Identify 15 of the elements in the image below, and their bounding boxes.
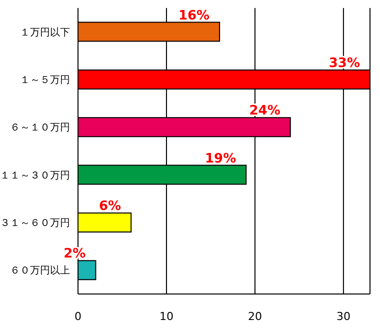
y-tick-label: １万円以下 (20, 26, 70, 38)
bar (78, 212, 132, 232)
y-tick-label: ３１～６０万円 (0, 218, 70, 230)
x-tick-label: 10 (159, 310, 174, 323)
bar (78, 260, 96, 280)
y-tick-label: ６０万円以上 (10, 264, 70, 277)
data-label: 6% (99, 198, 122, 214)
data-label: 16% (178, 8, 210, 24)
x-tick-label: 0 (74, 310, 82, 323)
x-tick-label: 20 (248, 310, 262, 323)
y-tick-label: １１～３０万円 (0, 170, 70, 182)
y-tick-label: １～５万円 (20, 75, 70, 86)
data-label: 19% (204, 151, 236, 166)
y-tick-label: ６～１０万円 (10, 122, 70, 134)
x-tick-label: 30 (336, 310, 350, 323)
